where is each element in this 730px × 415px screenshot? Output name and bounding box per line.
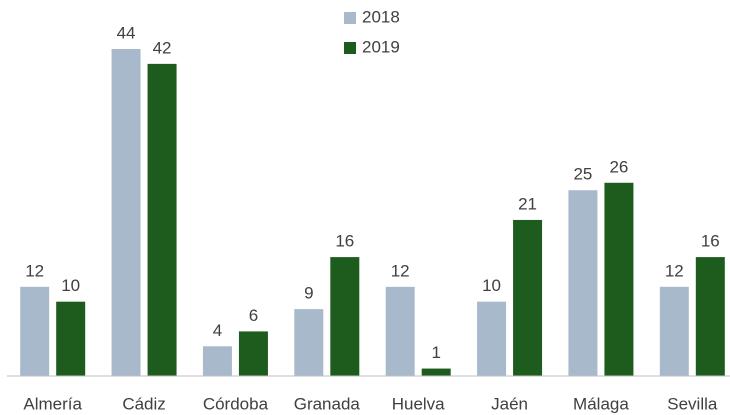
data-label: 26	[609, 157, 628, 176]
x-tick-label: Granada	[294, 394, 361, 413]
bar	[385, 286, 415, 376]
bar	[659, 286, 689, 376]
data-label: 12	[391, 261, 410, 280]
legend-label: 2018	[362, 7, 400, 26]
bar	[56, 301, 86, 376]
data-label: 42	[153, 38, 172, 57]
data-label: 10	[482, 276, 501, 295]
x-tick-label: Sevilla	[667, 394, 718, 413]
x-tick-label: Huelva	[392, 394, 445, 413]
bar	[202, 346, 232, 376]
bar	[294, 309, 324, 376]
data-label: 6	[249, 306, 258, 325]
bar	[477, 301, 507, 376]
data-label: 4	[213, 321, 222, 340]
data-label: 44	[117, 23, 136, 42]
data-label: 25	[573, 165, 592, 184]
data-label: 21	[518, 194, 537, 213]
bar	[604, 182, 634, 376]
bar	[568, 190, 598, 376]
bar	[695, 257, 725, 376]
bar	[330, 257, 360, 376]
x-tick-label: Cádiz	[122, 394, 165, 413]
data-label: 12	[25, 261, 44, 280]
x-tick-label: Almería	[23, 394, 82, 413]
legend-swatch	[344, 12, 356, 24]
bar	[238, 331, 268, 376]
data-label: 9	[304, 284, 313, 303]
bar	[513, 219, 543, 376]
legend-label: 2019	[362, 37, 400, 56]
data-label: 16	[701, 232, 720, 251]
bar	[111, 49, 141, 376]
legend-swatch	[344, 42, 356, 54]
bar	[421, 368, 451, 376]
data-label: 1	[431, 343, 440, 362]
data-label: 10	[61, 276, 80, 295]
bar	[147, 63, 177, 376]
x-tick-label: Jaén	[491, 394, 528, 413]
data-label: 12	[665, 261, 684, 280]
x-tick-label: Málaga	[573, 394, 629, 413]
x-tick-label: Córdoba	[203, 394, 269, 413]
bar	[20, 286, 50, 376]
data-label: 16	[335, 232, 354, 251]
